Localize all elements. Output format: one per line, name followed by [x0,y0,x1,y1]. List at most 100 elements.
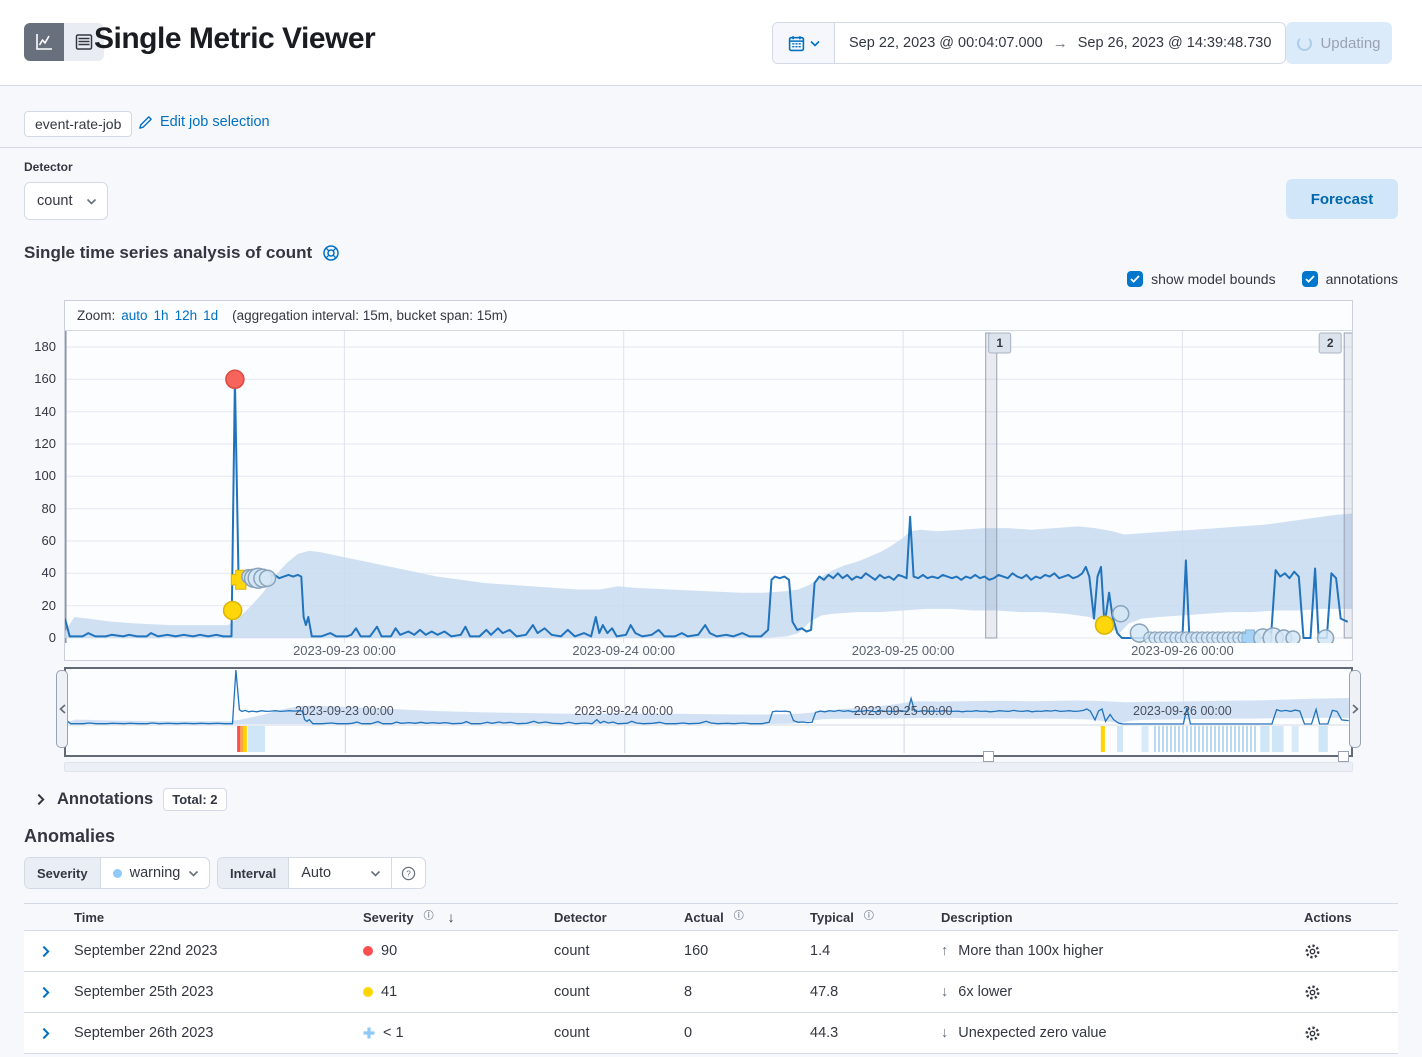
warning-severity-dot-icon [112,868,122,878]
data-table-icon [74,32,94,52]
col-actual[interactable]: Actual ⓘ [684,909,744,925]
y-tick-label: 80 [41,500,56,516]
edit-job-selection-link[interactable]: Edit job selection [138,114,270,130]
detector-label: Detector [24,160,73,174]
y-tick-label: 120 [34,436,56,451]
cell-detector: count [554,943,590,959]
chevron-down-icon [370,870,381,877]
expand-row-button[interactable] [24,945,74,958]
line-chart-icon [34,32,54,52]
severity-filter-value: warning [129,865,181,881]
interval-filter-label: Interval [218,858,290,888]
minor-dot-icon [363,987,373,997]
severity-filter-label: Severity [25,858,101,888]
brush-handle-right[interactable] [1349,670,1361,748]
critical-dot-icon [363,946,373,956]
job-badge[interactable]: event-rate-job [24,111,133,137]
chart-view-button[interactable] [24,23,64,61]
cell-severity: 41 [363,984,554,1000]
cell-description: ↓ 6x lower [941,984,1013,1000]
anomaly-row-1: September 22nd 2023 90 count 160 1.4 ↑ Mo… [24,931,1398,972]
y-tick-label: 160 [34,371,56,387]
quick-select-button[interactable] [773,23,835,63]
y-tick-label: 0 [48,630,56,645]
col-actions: Actions [1304,909,1352,925]
interval-help-icon[interactable]: ? [391,858,425,888]
col-typical[interactable]: Typical ⓘ [810,909,874,925]
zoom-controls: Zoom: auto 1h 12h 1d (aggregation interv… [65,301,1352,331]
cell-actual: 0 [684,1025,693,1041]
page-title: Single Metric Viewer [94,22,376,55]
detector-select[interactable]: count [24,182,108,220]
context-x-axis: 2023-09-23 00:00 2023-09-24 00:00 2023-09-… [64,704,1353,720]
expand-row-button[interactable] [24,986,74,999]
actions-gear-icon[interactable] [1304,984,1398,1001]
interval-filter-select[interactable]: Auto [289,858,391,888]
y-tick-label: 20 [41,597,56,613]
annotations-title: Annotations [57,790,154,808]
checkbox-checked-icon [1127,271,1144,287]
actions-gear-icon[interactable] [1304,1025,1398,1042]
y-axis: 0 20 40 60 80 100 120 140 160 180 [4,330,56,646]
actions-gear-icon[interactable] [1304,943,1398,960]
info-icon: ⓘ [733,911,744,922]
svg-text:1: 1 [996,336,1003,350]
cell-detector: count [554,984,590,1000]
annotation-handle-2[interactable] [1338,751,1349,762]
series-section-title: Single time series analysis of count [24,243,340,263]
x-tick-label: 2023-09-26 00:00 [1131,643,1234,658]
y-tick-label: 100 [34,468,56,484]
x-tick-label: 2023-09-25 00:00 [853,704,953,718]
end-date[interactable]: Sep 26, 2023 @ 14:39:48.730 [1077,35,1272,51]
updating-button-label: Updating [1320,34,1381,52]
zoom-link-1d[interactable]: 1d [203,308,219,323]
forecast-button[interactable]: Forecast [1286,179,1398,219]
cell-actual: 8 [684,984,693,1000]
interval-filter: Interval Auto ? [217,857,427,889]
zoom-link-auto[interactable]: auto [121,308,148,323]
info-icon: ⓘ [423,911,434,922]
annotation-handle-1[interactable] [983,751,994,762]
chevron-down-icon [809,40,820,47]
severity-filter-select[interactable]: warning [101,858,210,888]
calendar-icon [788,35,805,52]
expand-row-button[interactable] [24,1027,74,1040]
cell-typical: 1.4 [810,943,831,959]
arrow-down-icon: ↓ [941,984,949,1000]
col-time[interactable]: Time [74,909,105,925]
zoom-link-1h[interactable]: 1h [153,308,169,323]
updating-button[interactable]: Updating [1286,22,1392,64]
start-date[interactable]: Sep 22, 2023 @ 00:04:07.000 [849,35,1043,51]
zoom-link-12h[interactable]: 12h [174,308,198,323]
brush-handle-left[interactable] [56,670,68,748]
show-model-bounds-checkbox[interactable]: show model bounds [1127,271,1276,287]
anomalies-table: Time Severity ⓘ ↓ Detector Actual ⓘ Typical… [24,903,1398,1054]
context-chart[interactable] [64,667,1353,757]
chevron-down-icon [86,198,97,205]
anomaly-row-3: September 26th 2023 < 1 count 0 44.3 ↓ Un… [24,1013,1398,1054]
annotations-total-badge: Total: 2 [163,788,227,811]
arrow-up-icon: ↑ [941,943,949,959]
cell-typical: 44.3 [810,1025,839,1041]
y-tick-label: 140 [34,403,56,419]
help-icon[interactable] [322,244,340,262]
info-icon: ⓘ [863,911,874,922]
divider [0,147,1422,148]
col-severity[interactable]: Severity ⓘ ↓ [363,909,455,925]
date-range-display: Sep 22, 2023 @ 00:04:07.000 → Sep 26, 20… [835,23,1285,63]
annotations-checkbox[interactable]: annotations [1301,271,1398,287]
x-tick-label: 2023-09-26 00:00 [1133,704,1232,718]
x-tick-label: 2023-09-24 00:00 [574,704,674,718]
cell-actual: 160 [684,943,709,959]
cell-detector: count [554,1025,590,1041]
cell-severity: 90 [363,943,554,959]
interval-filter-value: Auto [301,865,332,881]
table-view-button[interactable] [64,23,104,61]
severity-filter: Severity warning [24,857,211,889]
col-detector[interactable]: Detector [554,909,607,925]
annotations-accordion[interactable]: Annotations Total: 2 [34,788,227,811]
col-description: Description [941,909,1013,925]
x-tick-label: 2023-09-23 00:00 [293,643,396,658]
